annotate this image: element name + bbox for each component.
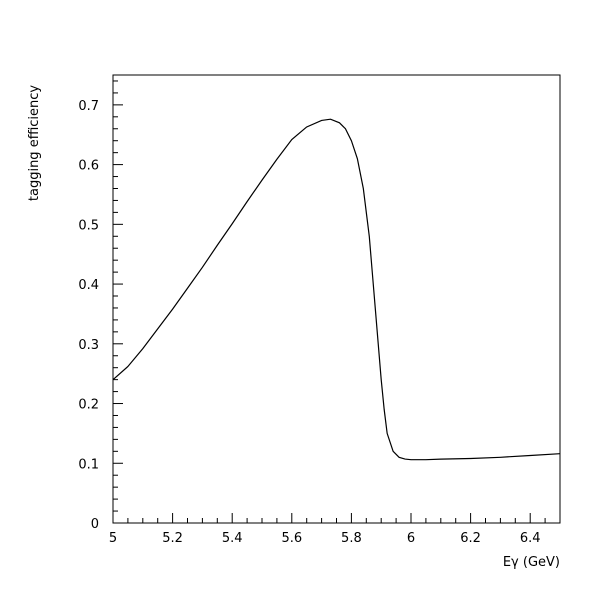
y-tick-label: 0.3: [78, 338, 99, 353]
x-tick-label: 5.2: [162, 531, 183, 546]
y-tick-label: 0.6: [78, 159, 99, 174]
y-tick-label: 0: [91, 517, 99, 532]
efficiency-curve: [112, 118, 561, 461]
x-tick-label: 5: [109, 531, 117, 546]
y-tick-label: 0.7: [78, 99, 99, 114]
y-axis-label: tagging efficiency: [27, 85, 42, 202]
y-tick-labels: 0 0.1 0.2 0.3 0.4 0.5 0.6 0.7: [78, 99, 99, 532]
y-tick-label: 0.5: [78, 218, 99, 233]
x-tick-labels: 5 5.2 5.4 5.6 5.8 6 6.2 6.4: [109, 531, 541, 546]
x-tick-label: 5.6: [281, 531, 302, 546]
y-tick-label: 0.1: [78, 457, 99, 472]
tick-marks: [112, 80, 561, 524]
x-tick-label: 5.8: [341, 531, 362, 546]
y-tick-label: 0.2: [78, 398, 99, 413]
y-tick-label: 0.4: [78, 278, 99, 293]
x-tick-label: 6.2: [460, 531, 481, 546]
x-tick-label: 5.4: [222, 531, 243, 546]
x-axis-label: Eγ (GeV): [503, 555, 560, 570]
x-tick-label: 6: [407, 531, 415, 546]
x-tick-label: 6.4: [520, 531, 541, 546]
